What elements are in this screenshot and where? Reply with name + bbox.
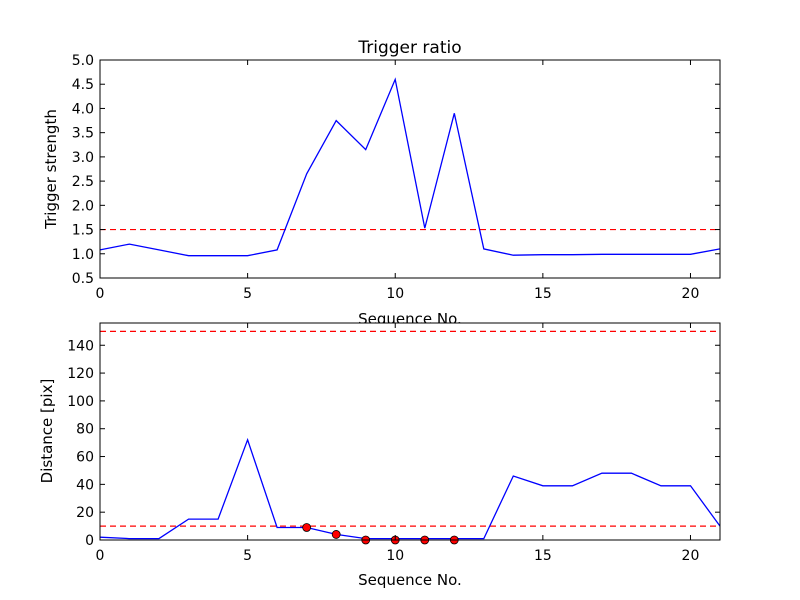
- x-axis-ticks: 0 5 10 15 20: [96, 60, 700, 302]
- x-axis-label: Sequence No.: [358, 571, 462, 589]
- y-tick-label: 120: [67, 366, 94, 382]
- y-tick-label: 3.0: [72, 150, 94, 166]
- axes-frame: [99, 59, 721, 279]
- chart-title: Trigger ratio: [357, 38, 461, 58]
- axes-frame: [99, 322, 721, 541]
- y-tick-label: 40: [76, 477, 94, 493]
- y-axis-ticks: 0.5 1.0 1.5 2.0 2.5 3.0 3.5 4.0 4.5 5.0: [72, 53, 720, 287]
- x-tick-label: 0: [96, 286, 105, 302]
- distance-chart: 0 5 10 15 20 0 20 40 60 80 100 120 140 Sequence No.…: [38, 322, 721, 589]
- x-tick-label: 15: [534, 286, 552, 302]
- data-point: [331, 530, 341, 539]
- y-tick-label: 5.0: [72, 53, 94, 69]
- series-lines: [99, 77, 721, 257]
- y-tick-label: 0.5: [72, 271, 94, 287]
- series-lines: [99, 437, 721, 540]
- y-tick-label: 3.5: [72, 126, 94, 142]
- y-tick-label: 2.0: [72, 198, 94, 214]
- y-tick-label: 0: [85, 533, 94, 549]
- x-tick-label: 20: [682, 548, 700, 564]
- y-tick-label: 1.0: [72, 247, 94, 263]
- x-tick-label: 20: [682, 286, 700, 302]
- y-tick-label: 140: [67, 338, 94, 354]
- threshold-lines: [100, 330, 720, 527]
- series-line: [99, 77, 721, 257]
- y-tick-label: 2.5: [72, 174, 94, 190]
- y-axis-label: Trigger strength: [42, 109, 60, 230]
- y-tick-label: 80: [76, 422, 94, 438]
- axes-border: [99, 322, 721, 541]
- axes-border: [99, 59, 721, 279]
- x-tick-label: 5: [243, 286, 252, 302]
- y-axis-label: Distance [pix]: [38, 379, 56, 484]
- x-tick-label: 10: [386, 286, 404, 302]
- x-tick-label: 10: [386, 548, 404, 564]
- y-tick-label: 1.5: [72, 223, 94, 239]
- data-point: [302, 523, 312, 532]
- x-tick-label: 5: [243, 548, 252, 564]
- y-tick-label: 4.0: [72, 101, 94, 117]
- y-tick-label: 4.5: [72, 77, 94, 93]
- plot-area: [100, 323, 720, 540]
- y-tick-label: 60: [76, 450, 94, 466]
- plot-background: [100, 323, 720, 540]
- x-tick-label: 15: [534, 548, 552, 564]
- plot-area: [100, 60, 720, 278]
- plot-background: [100, 60, 720, 278]
- x-tick-label: 0: [96, 548, 105, 564]
- y-tick-label: 20: [76, 505, 94, 521]
- series-line: [99, 437, 721, 540]
- y-axis-ticks: 0 20 40 60 80 100 120 140: [67, 338, 720, 549]
- y-tick-label: 100: [67, 394, 94, 410]
- trigger-ratio-chart: Trigger ratio 0 5 10 15 20 0.5 1.0 1.5 2.0 2.5 3.…: [42, 38, 721, 328]
- x-axis-ticks: 0 5 10 15 20: [96, 323, 700, 564]
